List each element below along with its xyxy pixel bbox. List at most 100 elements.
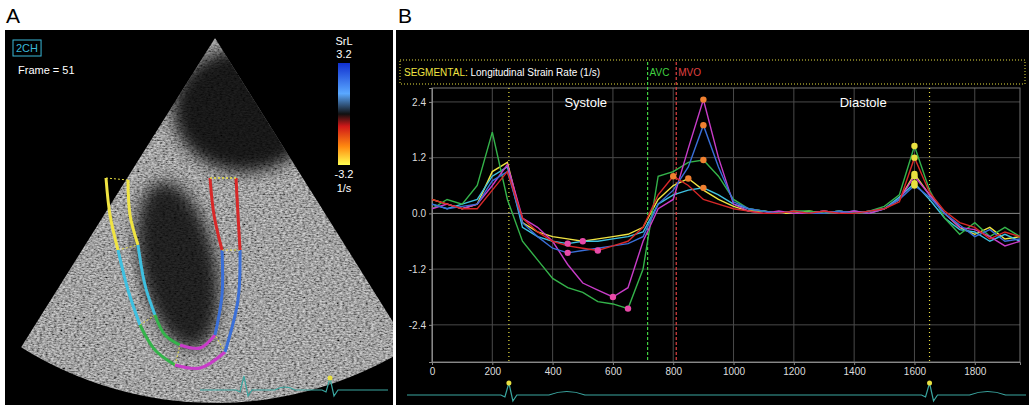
x-tick: 1000	[723, 362, 746, 377]
series-line	[432, 132, 1020, 308]
x-tick-label: 1400	[844, 366, 867, 377]
series-line	[432, 125, 1020, 253]
x-tick: 200	[484, 362, 501, 377]
peak-marker	[700, 157, 706, 163]
grid-line-x	[733, 88, 734, 362]
x-tick: 0	[430, 362, 436, 377]
segments	[106, 178, 240, 368]
y-tick: 2.4	[412, 97, 432, 108]
y-tick: -2.4	[409, 320, 432, 331]
x-tick-mark	[794, 362, 795, 365]
y-tick-label: -2.4	[409, 320, 427, 331]
x-tick: 800	[665, 362, 682, 377]
x-tick-label: 1000	[723, 366, 746, 377]
x-tick-label: 400	[545, 366, 562, 377]
segment-wall	[210, 178, 222, 250]
panel-letter: B	[398, 4, 412, 27]
y-tick-label: 0.0	[412, 208, 426, 219]
colorbar-title: SrL	[335, 35, 352, 47]
view-label: 2CH	[16, 42, 38, 54]
figure: A2CHFrame = 51SrL3.2-3.21/sBSEGMENTAL: L…	[0, 0, 1031, 407]
header-box	[400, 60, 1025, 84]
x-tick-mark	[613, 362, 614, 365]
panel-letter: A	[6, 4, 20, 27]
segment-divider	[215, 335, 225, 352]
y-tick-mark	[429, 269, 432, 270]
y-tick: 1.2	[412, 152, 432, 163]
y-tick: -1.2	[409, 264, 432, 275]
peak-marker	[700, 185, 706, 191]
x-tick-label: 0	[430, 366, 436, 377]
image-background	[5, 30, 393, 405]
event-line	[676, 62, 677, 362]
y-axis: -2.4 -1.2 0.0 1.2 2.4	[409, 89, 433, 363]
x-tick: 400	[545, 362, 562, 377]
segment-wall	[106, 178, 118, 250]
echo-sector	[5, 30, 393, 405]
segment-wall	[215, 250, 223, 335]
ecg-marker	[506, 381, 511, 386]
panel-a: A2CHFrame = 51SrL3.2-3.21/s	[5, 4, 393, 405]
chart-title-part: SEGMENTAL:	[404, 67, 468, 78]
x-tick: 600	[605, 362, 622, 377]
y-axis-line	[429, 89, 433, 363]
x-tick-mark	[854, 362, 855, 365]
panel-background	[396, 30, 1029, 405]
event-line	[929, 88, 930, 362]
y-tick: 0.0	[412, 208, 432, 219]
echo-image	[5, 30, 393, 405]
cavity	[123, 174, 233, 356]
peak-marker	[625, 305, 631, 311]
x-tick-mark	[492, 362, 493, 365]
peak-marker	[564, 250, 570, 256]
x-axis-line	[433, 363, 1021, 366]
grid-line-y	[432, 157, 1020, 158]
x-tick-mark	[734, 362, 735, 365]
segment-wall	[175, 352, 225, 368]
x-tick-label: 1200	[783, 366, 806, 377]
colorbar-tick-label: 3.2	[336, 48, 351, 60]
x-tick-label: 800	[665, 366, 682, 377]
peak-marker	[911, 182, 917, 188]
plot-data	[432, 96, 1020, 311]
phase-label: Systole	[564, 95, 607, 110]
peak-marker	[595, 247, 601, 253]
peak-marker	[580, 238, 586, 244]
event-label: MVO	[678, 67, 701, 78]
y-tick-label: 1.2	[412, 152, 426, 163]
colorbar	[338, 63, 350, 165]
grid-line-y	[432, 269, 1020, 270]
phase-label: Diastole	[840, 95, 887, 110]
x-tick-label: 1800	[964, 366, 987, 377]
x-tick-mark	[553, 362, 554, 365]
segment-divider	[210, 178, 236, 179]
x-tick: 1600	[904, 362, 927, 377]
series-line	[432, 158, 1020, 251]
y-tick-mark	[429, 158, 432, 159]
grid-line-x	[854, 88, 855, 362]
segment-wall	[118, 250, 140, 325]
segment-divider	[210, 178, 236, 179]
segment-divider	[106, 178, 128, 180]
segment-wall	[236, 178, 240, 250]
segment-wall	[155, 315, 180, 345]
y-tick-mark	[429, 325, 432, 326]
colorbar-unit: 1/s	[337, 182, 352, 194]
y-tick-label: -1.2	[409, 264, 427, 275]
series-line	[432, 100, 1020, 297]
grid-line-x	[612, 88, 613, 362]
grid-line-x	[914, 88, 915, 362]
ecg-trace	[407, 383, 1026, 401]
x-tick: 1800	[964, 362, 987, 377]
grid-line-x	[673, 88, 674, 362]
event-line	[647, 62, 648, 362]
grid-line-y	[432, 101, 1020, 102]
segment-divider	[222, 250, 240, 251]
grid-line-x	[552, 88, 553, 362]
colorbar-tick-label: -3.2	[335, 168, 354, 180]
plot-frame	[432, 88, 1020, 362]
x-tick-mark	[914, 362, 915, 365]
segment-wall	[180, 335, 215, 348]
segment-divider	[175, 345, 180, 365]
x-tick-mark	[673, 362, 674, 365]
